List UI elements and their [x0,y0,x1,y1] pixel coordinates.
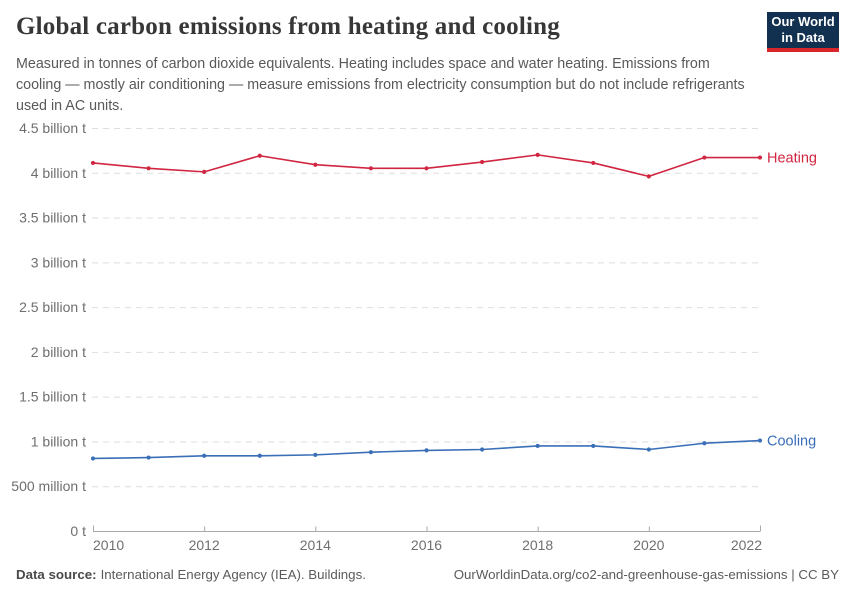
cooling-point[interactable] [146,455,151,460]
heating-point[interactable] [146,166,151,171]
cooling-point[interactable] [646,447,651,452]
x-axis-label: 2022 [731,537,762,553]
cooling-point[interactable] [257,453,262,458]
data-source: Data source: International Energy Agency … [16,567,366,582]
heating-point[interactable] [535,152,540,157]
heating-point[interactable] [702,155,707,160]
credit-link[interactable]: OurWorldinData.org/co2-and-greenhouse-ga… [453,567,839,582]
cooling-point[interactable] [535,443,540,449]
x-axis-label: 2016 [411,537,442,553]
heating-point[interactable] [257,153,262,158]
heating-point[interactable] [202,169,207,174]
y-axis-label: 0 t [70,523,86,539]
line-chart[interactable]: 0 t 500 million t 1 billion t 1.5 billion t… [0,110,850,560]
cooling-point[interactable] [368,450,374,455]
cooling-point[interactable] [202,453,207,458]
owid-logo[interactable]: Our World in Data [767,12,839,52]
page-title: Global carbon emissions from heating and… [16,13,560,40]
cooling-point[interactable] [313,452,318,457]
emissions-line-chart[interactable]: 0 t 500 million t 1 billion t 1.5 billion t… [0,110,850,560]
y-axis-label: 2 billion t [31,344,86,360]
x-axis-label: 2018 [522,537,553,553]
y-axis-label: 4 billion t [31,165,86,181]
y-axis-label: 2.5 billion t [19,299,86,315]
data-source-text: International Energy Agency (IEA). Build… [100,567,366,582]
series-label-heating[interactable]: Heating [767,151,817,167]
heating-point[interactable] [646,174,651,179]
chart-footer: Data source: International Energy Agency … [16,567,839,582]
cooling-point[interactable] [479,447,485,452]
cooling-point[interactable] [591,443,596,449]
heating-point[interactable] [757,155,763,160]
x-axis-label: 2010 [93,537,124,553]
heating-point[interactable] [368,166,374,171]
series-label-cooling[interactable]: Cooling [767,434,816,450]
y-axis-label: 1.5 billion t [19,389,86,405]
cooling-point[interactable] [424,448,429,453]
heating-point[interactable] [591,160,596,166]
y-axis-label: 3.5 billion t [19,210,86,226]
y-axis-label: 4.5 billion t [19,120,86,136]
chart-subtitle: Measured in tonnes of carbon dioxide equ… [16,56,745,114]
cooling-point[interactable] [757,438,763,443]
y-axis-label: 1 billion t [31,433,86,449]
heating-point[interactable] [424,166,429,171]
x-axis-label: 2014 [300,537,331,553]
cooling-point[interactable] [702,441,707,446]
logo-line-1: Our World [771,14,835,29]
x-axis-label: 2012 [189,537,220,553]
heating-point[interactable] [479,159,485,165]
heating-point[interactable] [90,160,96,166]
data-source-label: Data source: [16,567,97,582]
y-axis-label: 3 billion t [31,254,86,270]
y-axis-label: 500 million t [11,478,86,494]
x-axis-label: 2020 [633,537,664,553]
heating-point[interactable] [313,162,318,167]
cooling-point[interactable] [90,456,96,461]
logo-line-2: in Data [781,30,825,45]
